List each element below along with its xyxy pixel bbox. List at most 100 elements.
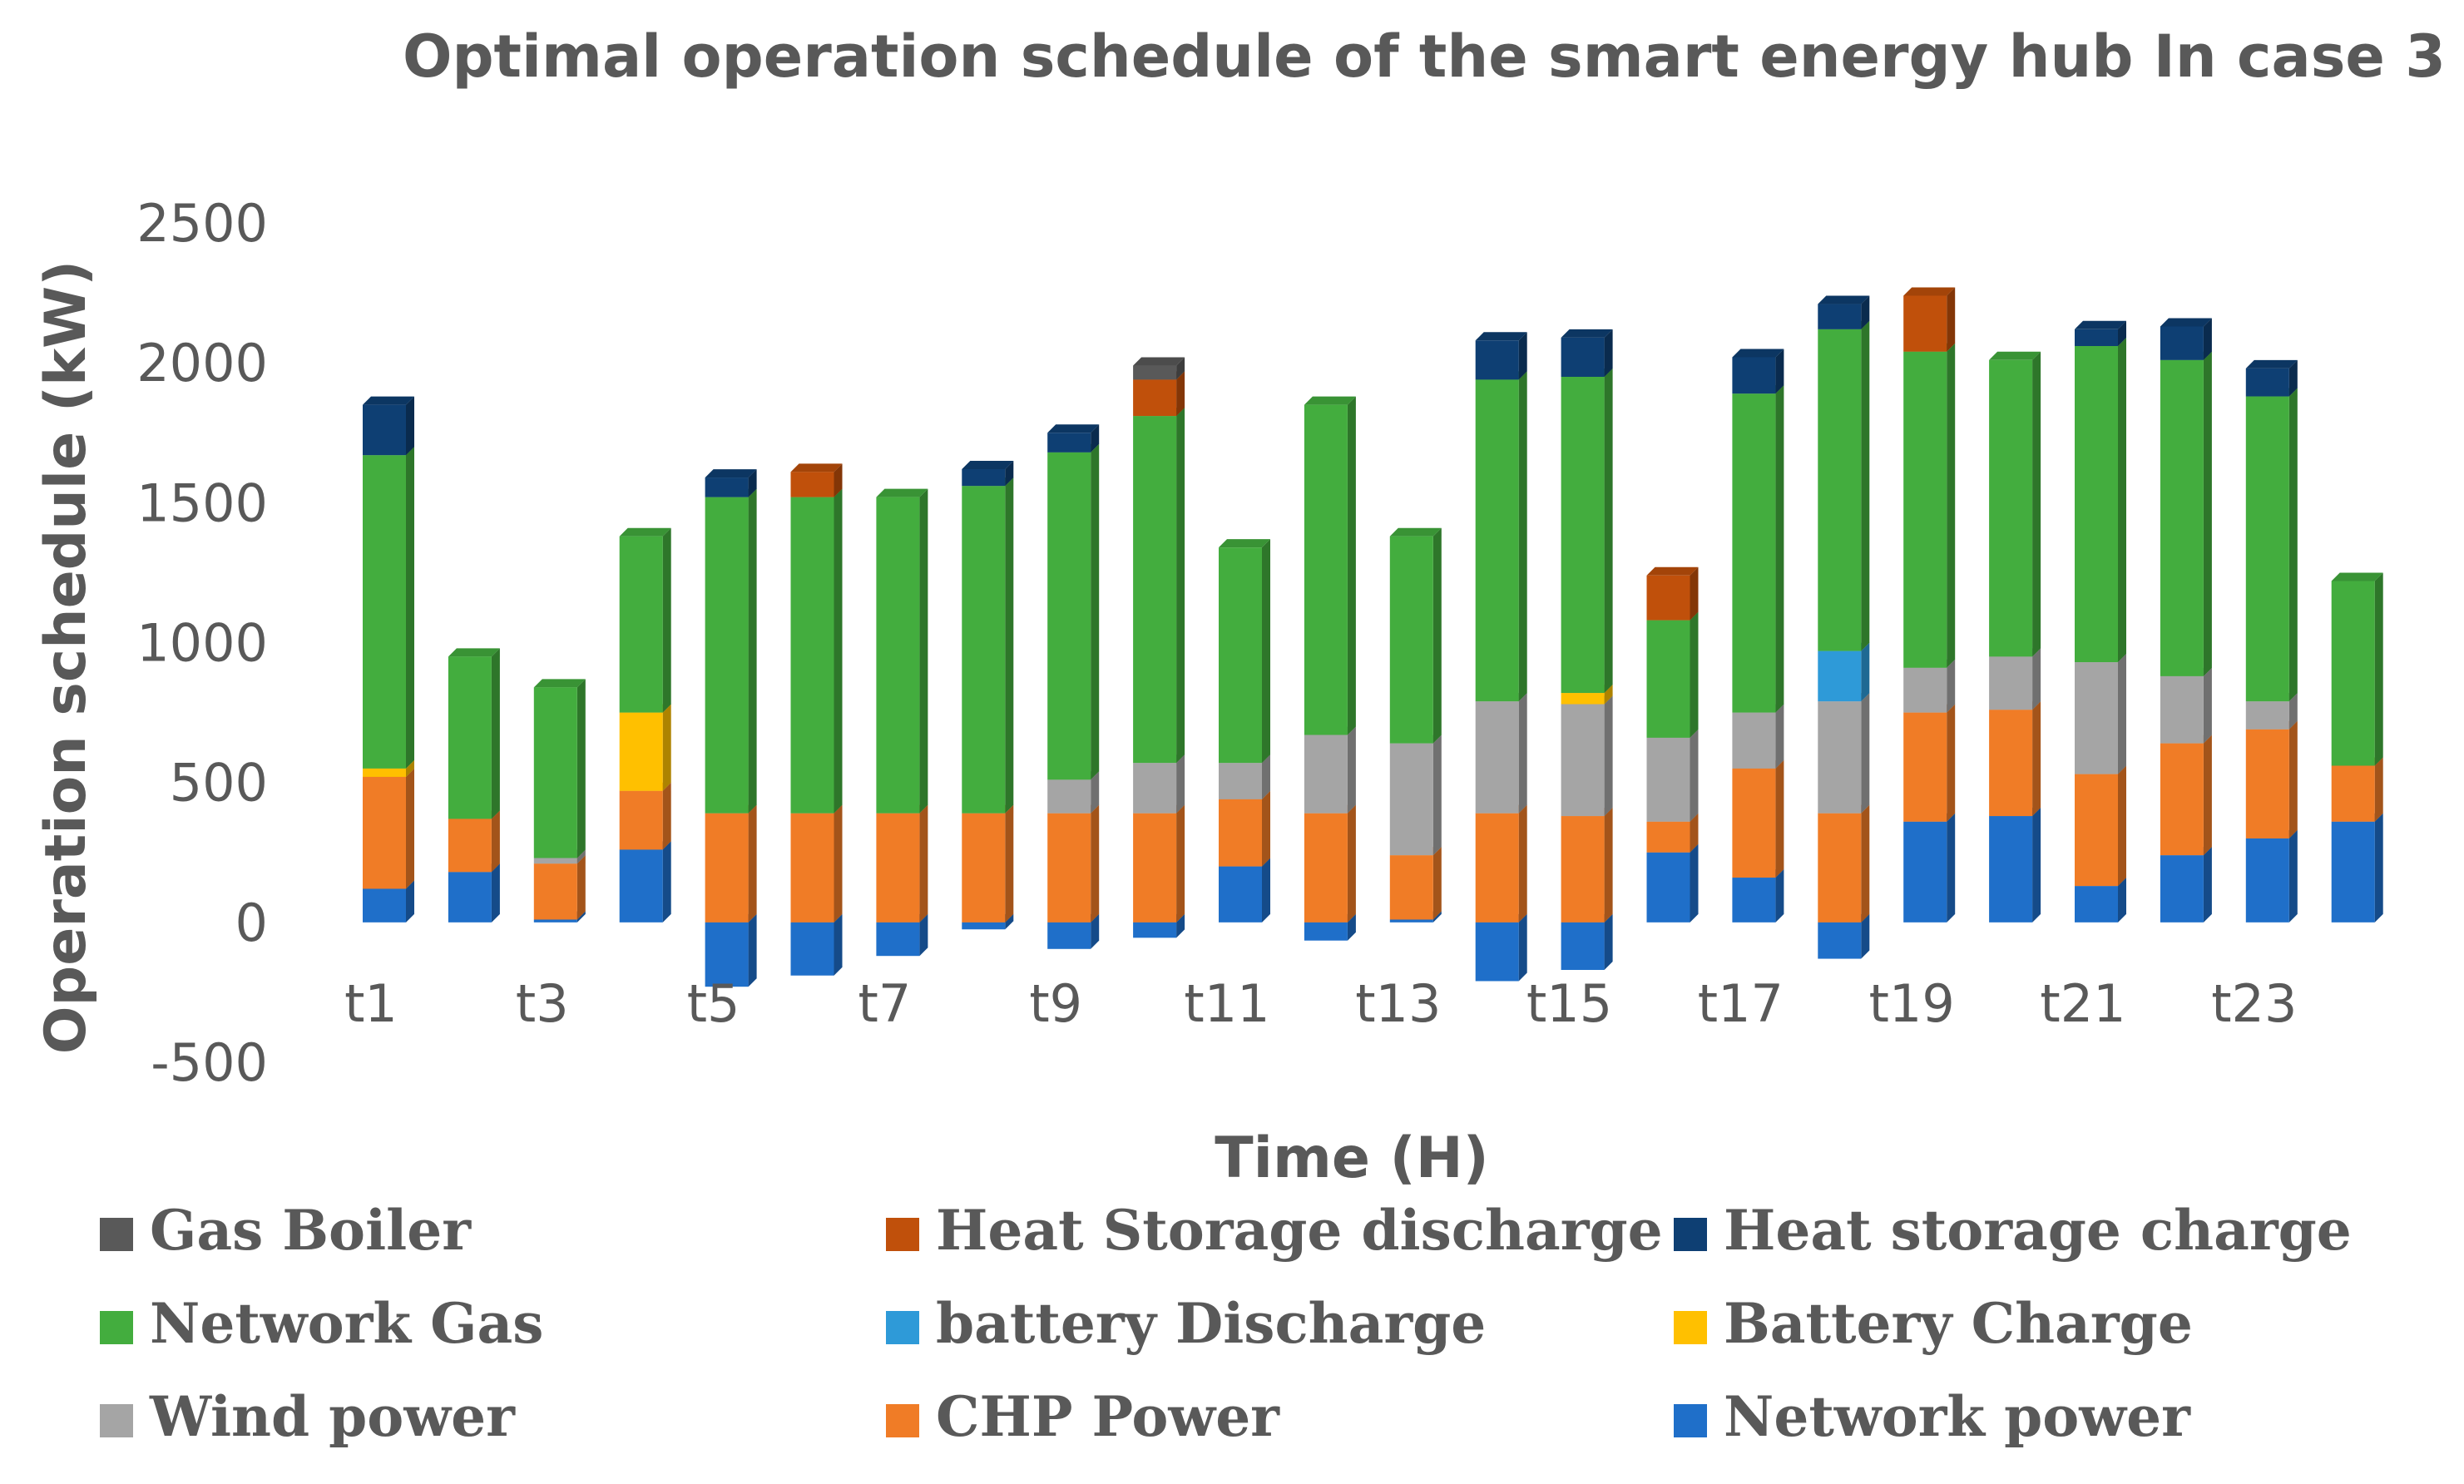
bar-side xyxy=(1947,287,1956,352)
bar-side xyxy=(1861,642,1870,702)
bar-segment xyxy=(2075,765,2126,887)
bar-segment xyxy=(533,855,586,920)
bar-side xyxy=(1091,804,1100,923)
bar-side xyxy=(2288,693,2298,730)
bar-front xyxy=(1047,813,1091,923)
bar-front xyxy=(790,813,834,923)
bar-front xyxy=(1818,813,1862,923)
bar-segment xyxy=(1903,813,1956,923)
bar-segment xyxy=(876,804,928,923)
bar-front xyxy=(1989,710,2033,817)
bar-front xyxy=(2331,581,2375,766)
bar-segment xyxy=(1989,701,2041,817)
legend-swatch xyxy=(100,1218,133,1251)
bar-side xyxy=(1091,424,1100,453)
bar-segment xyxy=(1133,357,1185,380)
bar-front xyxy=(1219,763,1262,799)
bar-segment xyxy=(876,488,928,814)
y-axis-ticks: 2500 2000 1500 1000 500 0 -500 xyxy=(136,193,268,1093)
bar-front xyxy=(2245,729,2289,838)
bar-side xyxy=(2203,667,2212,744)
bar-segment xyxy=(1047,804,1100,923)
bar-front xyxy=(1133,922,1177,938)
legend-item: Gas Boiler xyxy=(100,1198,472,1263)
bar-front xyxy=(1047,433,1091,453)
bar-front xyxy=(1646,821,1690,853)
bar-top xyxy=(1989,351,2041,360)
bar-top xyxy=(1219,539,1270,548)
bar-front xyxy=(1989,359,2033,657)
bar-front xyxy=(790,497,834,814)
bar-segment xyxy=(1133,804,1185,923)
legend-item: Heat Storage discharge xyxy=(886,1198,1663,1263)
bar-side xyxy=(1775,349,1784,394)
bar-front xyxy=(1133,365,1177,380)
legend-swatch xyxy=(886,1311,919,1344)
bar-side xyxy=(1947,343,1956,668)
bar-segment xyxy=(1646,729,1699,822)
bar-segment xyxy=(2331,757,2383,822)
bar-side xyxy=(662,782,671,850)
bar-side xyxy=(662,704,671,791)
bar-top xyxy=(2160,318,2212,327)
bar-segment xyxy=(448,863,500,923)
bar-segment xyxy=(1304,396,1356,735)
y-tick-label: 500 xyxy=(170,753,268,814)
bar-front xyxy=(1133,416,1177,764)
bar-top xyxy=(1133,357,1185,366)
y-tick-label: 1000 xyxy=(136,613,268,674)
bar-front xyxy=(876,922,920,957)
bar-segment xyxy=(2160,318,2212,360)
bar-front xyxy=(363,404,406,456)
bar-top xyxy=(363,396,414,405)
bar-segment xyxy=(2160,667,2212,744)
bar-side xyxy=(2032,351,2041,657)
bar-front xyxy=(1646,737,1690,822)
legend: Gas Boiler Heat Storage discharge Heat sto… xyxy=(100,1198,2352,1449)
bar-segment xyxy=(1989,648,2041,710)
bar-side xyxy=(1518,371,1527,702)
bar-group-t5 xyxy=(705,469,757,987)
bar-side xyxy=(2288,388,2298,702)
bar-side xyxy=(1176,804,1185,923)
bar-front xyxy=(619,849,663,923)
bar-top xyxy=(790,463,843,472)
bar-top xyxy=(1389,527,1442,537)
bar-front xyxy=(1133,763,1177,814)
bar-segment xyxy=(2245,359,2298,397)
bar-front xyxy=(1561,816,1605,923)
bar-top xyxy=(1818,295,1870,304)
bar-front xyxy=(619,790,663,850)
bar-front xyxy=(363,776,406,889)
x-tick-label: t13 xyxy=(1355,973,1441,1034)
bar-segment xyxy=(1219,858,1270,923)
bar-side xyxy=(834,913,843,976)
bar-side xyxy=(834,804,843,923)
bar-side xyxy=(1432,735,1442,856)
bar-segment xyxy=(1646,843,1699,923)
bar-segment xyxy=(1047,443,1100,780)
bar-front xyxy=(1047,779,1091,814)
bar-side xyxy=(1091,771,1100,814)
bar-side xyxy=(2203,735,2212,856)
bar-front xyxy=(962,468,1006,487)
legend-swatch xyxy=(1674,1311,1707,1344)
bar-side xyxy=(2374,813,2383,923)
bar-front xyxy=(1818,922,1862,959)
bar-front xyxy=(1304,922,1348,941)
bar-segment xyxy=(1646,566,1699,621)
bar-segment xyxy=(1219,539,1270,764)
bar-side xyxy=(1176,357,1185,380)
bar-front xyxy=(1732,712,1776,769)
bar-front xyxy=(448,872,492,923)
bar-segment xyxy=(1561,913,1613,971)
bar-front xyxy=(1304,404,1348,735)
x-tick-label: t23 xyxy=(2211,973,2297,1034)
bar-segment xyxy=(1646,611,1699,738)
bar-group-t7 xyxy=(876,488,928,957)
bar-side xyxy=(1861,320,1870,651)
bar-group-t6 xyxy=(790,463,843,976)
y-tick-label: 1500 xyxy=(136,472,268,533)
bar-segment xyxy=(1561,368,1613,694)
bar-segment xyxy=(1475,371,1527,702)
